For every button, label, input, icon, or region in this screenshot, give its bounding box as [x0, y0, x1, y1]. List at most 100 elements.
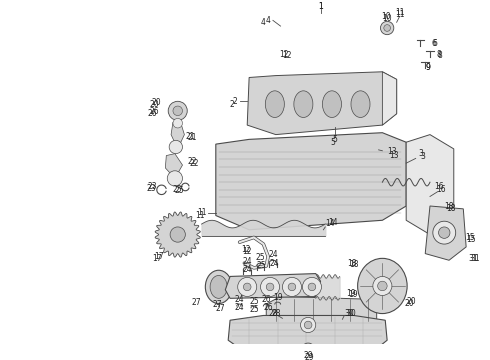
- Polygon shape: [165, 154, 182, 179]
- Circle shape: [302, 278, 321, 296]
- Text: 15: 15: [466, 235, 476, 244]
- Circle shape: [261, 278, 280, 296]
- Polygon shape: [171, 122, 184, 149]
- Text: 5: 5: [330, 138, 335, 147]
- Text: 22: 22: [187, 157, 197, 166]
- Text: 22: 22: [189, 159, 198, 168]
- Text: 12: 12: [280, 50, 289, 59]
- Text: 16: 16: [435, 183, 444, 192]
- Polygon shape: [406, 135, 454, 235]
- Circle shape: [378, 281, 387, 291]
- Text: 25: 25: [173, 185, 183, 194]
- Text: 17: 17: [154, 252, 164, 261]
- Polygon shape: [228, 315, 387, 352]
- Text: 27: 27: [192, 298, 201, 307]
- Text: 27: 27: [213, 300, 222, 309]
- Text: 11: 11: [197, 208, 206, 217]
- Text: 5: 5: [332, 135, 337, 144]
- Circle shape: [380, 21, 394, 35]
- Polygon shape: [225, 274, 320, 298]
- Text: 1: 1: [318, 1, 323, 10]
- Text: 13: 13: [387, 147, 397, 156]
- Text: 1: 1: [318, 1, 323, 10]
- Text: 20: 20: [152, 98, 162, 107]
- Text: 23: 23: [146, 184, 156, 193]
- Text: 18: 18: [446, 204, 456, 213]
- Ellipse shape: [210, 275, 227, 298]
- Text: 20: 20: [406, 297, 416, 306]
- Polygon shape: [247, 72, 397, 135]
- Text: 9: 9: [426, 63, 431, 72]
- Circle shape: [301, 343, 315, 356]
- Text: 30: 30: [344, 309, 354, 318]
- Text: 10: 10: [381, 12, 391, 21]
- Text: 12: 12: [282, 51, 292, 60]
- Ellipse shape: [322, 91, 342, 117]
- Circle shape: [170, 227, 185, 242]
- Text: 24: 24: [243, 257, 252, 266]
- Text: 4: 4: [261, 18, 266, 27]
- Circle shape: [167, 171, 182, 186]
- Circle shape: [304, 321, 312, 329]
- Text: 13: 13: [389, 151, 399, 160]
- Circle shape: [169, 140, 182, 154]
- Ellipse shape: [174, 123, 181, 127]
- Text: 29: 29: [304, 353, 314, 360]
- Text: 21: 21: [187, 133, 197, 142]
- Ellipse shape: [358, 258, 407, 314]
- Ellipse shape: [351, 91, 370, 117]
- Text: 26: 26: [149, 107, 159, 116]
- Text: 19: 19: [273, 293, 283, 302]
- Text: 24: 24: [268, 250, 278, 259]
- Text: 6: 6: [432, 39, 437, 48]
- Text: 20: 20: [149, 100, 159, 109]
- Text: 25: 25: [249, 297, 259, 306]
- Text: 28: 28: [271, 309, 280, 318]
- Text: 25: 25: [257, 261, 266, 270]
- Text: 2: 2: [232, 97, 237, 106]
- Text: 11: 11: [195, 211, 204, 220]
- Text: 6: 6: [431, 39, 436, 48]
- Text: 12: 12: [243, 247, 252, 256]
- Text: 30: 30: [346, 309, 356, 318]
- Text: 29: 29: [303, 351, 313, 360]
- Circle shape: [173, 118, 182, 128]
- Circle shape: [168, 101, 187, 120]
- Text: 28: 28: [268, 309, 278, 318]
- Circle shape: [282, 278, 301, 296]
- Text: 24: 24: [235, 295, 245, 304]
- Text: 12: 12: [242, 245, 251, 254]
- Text: 24: 24: [243, 265, 252, 274]
- Text: 24: 24: [269, 258, 279, 267]
- Polygon shape: [425, 206, 466, 260]
- Text: 9: 9: [426, 63, 431, 72]
- Ellipse shape: [205, 270, 232, 303]
- Text: 8: 8: [436, 50, 441, 59]
- Text: 18: 18: [347, 258, 357, 267]
- Polygon shape: [216, 133, 406, 230]
- Text: 21: 21: [185, 132, 195, 141]
- Text: 17: 17: [152, 254, 162, 263]
- Text: 14: 14: [328, 218, 338, 227]
- Text: 18: 18: [349, 260, 359, 269]
- Text: 25: 25: [175, 186, 184, 195]
- Polygon shape: [155, 212, 200, 257]
- Circle shape: [433, 221, 456, 244]
- Text: 26: 26: [263, 303, 273, 312]
- Text: 2: 2: [230, 100, 234, 109]
- Circle shape: [266, 283, 274, 291]
- Polygon shape: [266, 296, 377, 322]
- Text: 27: 27: [216, 304, 225, 313]
- Circle shape: [308, 283, 316, 291]
- Text: 25: 25: [249, 305, 259, 314]
- Text: 11: 11: [395, 8, 404, 17]
- Text: 24: 24: [235, 303, 245, 312]
- Polygon shape: [382, 72, 397, 125]
- Text: 11: 11: [395, 10, 404, 19]
- Circle shape: [373, 276, 392, 296]
- Circle shape: [288, 283, 296, 291]
- Circle shape: [173, 106, 182, 116]
- Text: 14: 14: [325, 219, 335, 228]
- Text: 25: 25: [256, 253, 266, 262]
- Ellipse shape: [294, 91, 313, 117]
